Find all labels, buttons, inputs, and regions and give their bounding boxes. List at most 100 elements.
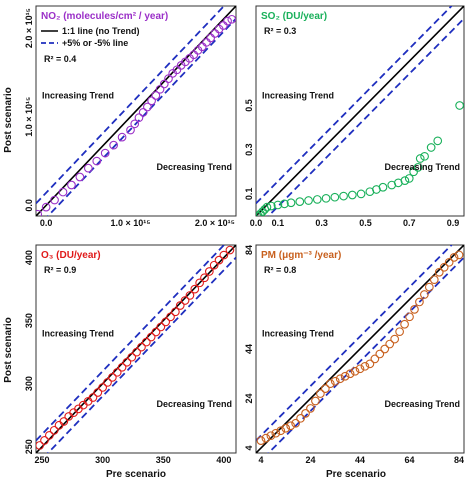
data-point	[225, 245, 235, 255]
y-tick-label: 350	[24, 313, 34, 328]
x-tick-label: 1.0 × 10¹⁵	[111, 218, 151, 228]
x-tick-label: 0.0	[250, 218, 263, 228]
increasing-trend-label: Increasing Trend	[42, 329, 114, 339]
x-axis-title-right: Pre scenario	[326, 469, 386, 480]
data-point	[281, 423, 291, 433]
panel-title: NO₂ (molecules/cm² / year)	[41, 11, 168, 22]
data-point	[306, 404, 315, 413]
decreasing-trend-label: Decreasing Trend	[156, 162, 232, 172]
data-point	[151, 91, 161, 100]
data-point	[141, 337, 151, 347]
data-point	[50, 195, 59, 205]
chart-panel-3: 250 300 350 400 250 300 350 400 O₃ (DU/year) R² =…	[24, 244, 237, 465]
plot-content	[256, 6, 464, 216]
data-point	[433, 136, 443, 146]
data-point	[410, 305, 419, 314]
r-squared-label: R² = 0.4	[44, 54, 76, 64]
data-point	[171, 307, 180, 317]
chart-panel-2: 0.0 0.1 0.3 0.5 0.7 0.9 0.1 0.3 0.5 SO₂ (DU/year)…	[244, 5, 465, 228]
data-point	[75, 172, 85, 182]
data-point	[320, 384, 330, 393]
panel-title: PM (μgm⁻³ /year)	[261, 250, 341, 261]
data-point	[266, 431, 276, 441]
data-point	[316, 389, 325, 398]
panel-title: O₃ (DU/year)	[41, 250, 101, 261]
data-point	[83, 163, 93, 173]
r-squared-label: R² = 0.8	[264, 265, 296, 275]
data-point	[266, 201, 276, 211]
data-point	[415, 297, 424, 307]
chart-panel-4: 4 24 44 64 84 4 24 44 84 PM (μgm⁻³ /year) R² = 0.8…	[244, 244, 465, 465]
data-point	[449, 253, 459, 262]
y-tick-label: 0.5	[244, 99, 254, 112]
data-point	[122, 357, 132, 367]
y-tick-label: 84	[244, 245, 254, 255]
x-tick-label: 4	[258, 455, 263, 465]
data-point	[420, 151, 429, 161]
data-point	[325, 379, 335, 389]
data-point	[143, 102, 152, 112]
data-point	[40, 436, 49, 445]
data-point	[295, 197, 305, 206]
x-tick-label: 0.5	[359, 218, 372, 228]
data-point	[256, 209, 265, 216]
data-point	[291, 418, 300, 428]
y-tick-label: 1.0 × 10¹⁵	[24, 97, 34, 137]
plot-content	[36, 6, 236, 216]
data-point	[117, 362, 127, 372]
data-point	[296, 413, 305, 423]
plot-content	[256, 245, 464, 453]
data-point	[58, 187, 68, 197]
data-point	[103, 378, 112, 387]
data-point	[49, 425, 59, 435]
data-point	[138, 107, 148, 117]
y-tick-label: 400	[24, 250, 34, 265]
data-point	[350, 366, 360, 376]
chart-panel-1: 0.0 1.0 × 10¹⁵ 2.0 × 10¹⁵ 0.0 1.0 × 10¹⁵ 2.0 …	[24, 5, 237, 228]
data-point	[92, 156, 102, 166]
data-point	[108, 373, 117, 382]
x-tick-label: 64	[405, 455, 415, 465]
data-point	[311, 396, 320, 406]
decreasing-trend-label: Decreasing Trend	[384, 162, 460, 172]
decreasing-trend-label: Decreasing Trend	[156, 399, 232, 409]
data-point	[400, 319, 409, 329]
data-point	[219, 250, 229, 260]
plus-5pct-line	[256, 6, 453, 205]
data-point	[271, 428, 281, 438]
x-tick-label: 250	[35, 455, 50, 465]
data-point	[455, 101, 464, 110]
minus-5pct-line	[46, 17, 236, 216]
data-point	[256, 436, 266, 445]
x-tick-label: 44	[355, 455, 365, 465]
data-point	[400, 176, 410, 185]
data-point	[100, 148, 110, 158]
data-point	[161, 317, 171, 327]
data-point	[209, 260, 219, 270]
data-point	[345, 369, 355, 379]
data-point	[378, 182, 388, 192]
data-point	[280, 199, 289, 209]
data-point	[330, 192, 340, 202]
y-tick-label: 44	[244, 344, 254, 354]
data-point	[180, 296, 190, 305]
data-point	[146, 332, 156, 342]
data-point	[44, 431, 54, 440]
data-point	[112, 367, 122, 377]
data-point	[321, 193, 331, 203]
data-point	[164, 74, 173, 84]
data-point	[454, 250, 464, 260]
data-point	[335, 374, 345, 384]
plot-content	[36, 245, 236, 453]
data-point	[134, 113, 144, 122]
data-point	[426, 143, 436, 152]
data-point	[340, 371, 350, 381]
data-point	[36, 209, 43, 216]
data-point	[385, 339, 395, 349]
x-tick-label: 0.3	[315, 218, 328, 228]
data-point	[159, 79, 169, 89]
data-point	[155, 84, 165, 94]
data-point	[304, 196, 313, 205]
data-point	[117, 132, 127, 142]
